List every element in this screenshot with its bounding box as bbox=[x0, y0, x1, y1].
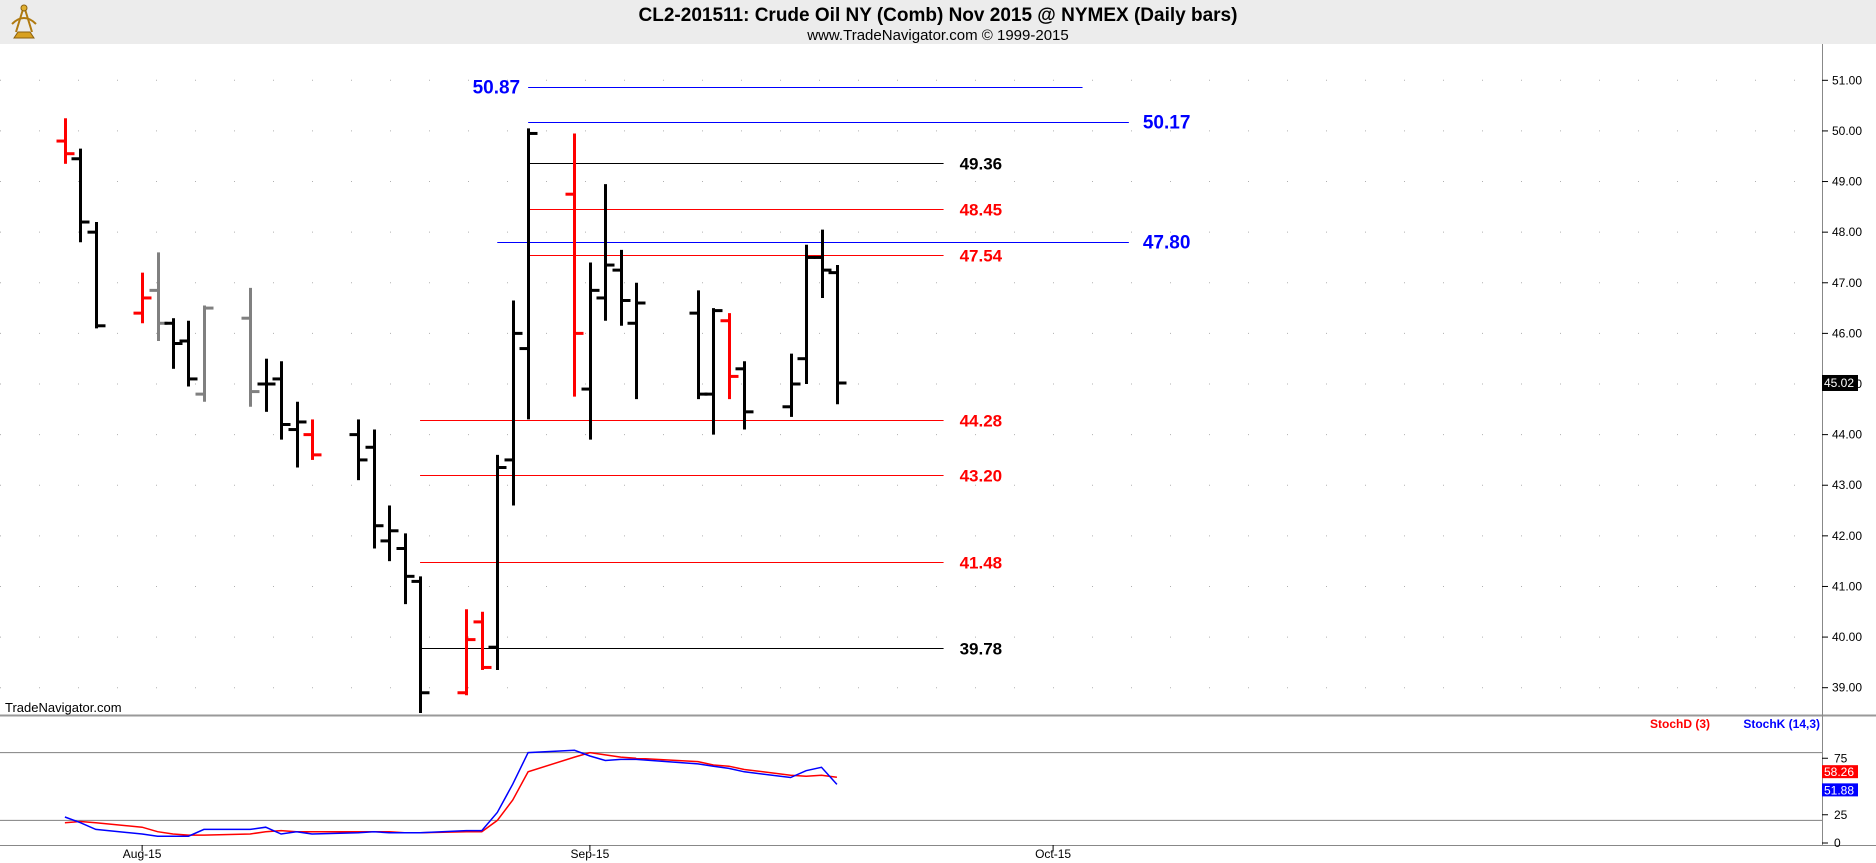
ohlc-bar bbox=[565, 133, 584, 397]
level-label-41.48: 41.48 bbox=[960, 554, 1003, 573]
ohlc-bar bbox=[782, 353, 801, 417]
ohlc-bar bbox=[488, 454, 507, 670]
level-label-47.54: 47.54 bbox=[960, 247, 1003, 266]
level-label-50.87: 50.87 bbox=[473, 78, 521, 99]
ohlc-bar bbox=[396, 533, 415, 605]
ohlc-bar bbox=[473, 611, 492, 670]
stoch-d-value-box bbox=[1822, 765, 1858, 779]
y-tick-label: 42.00 bbox=[1832, 529, 1862, 543]
y-tick-label: 40.00 bbox=[1832, 630, 1862, 644]
ohlc-bar bbox=[56, 118, 75, 164]
ohlc-bar bbox=[164, 318, 183, 369]
ohlc-bar bbox=[828, 265, 847, 405]
ohlc-bar bbox=[241, 287, 260, 407]
ohlc-bar bbox=[179, 320, 198, 387]
level-label-49.36: 49.36 bbox=[960, 155, 1003, 174]
y-tick-label: 44.00 bbox=[1832, 428, 1862, 442]
stoch-series-line bbox=[64, 751, 837, 836]
ohlc-bar bbox=[195, 305, 214, 402]
y-tick-label: 47.00 bbox=[1832, 276, 1862, 290]
stoch-tick-label: 0 bbox=[1834, 836, 1841, 850]
ohlc-bar bbox=[87, 222, 106, 329]
ohlc-bar bbox=[257, 358, 276, 412]
level-label-50.17: 50.17 bbox=[1143, 113, 1191, 134]
price-axis: 39.0040.0041.0042.0043.0044.0045.0046.00… bbox=[1822, 73, 1862, 695]
chart-subtitle: www.TradeNavigator.com © 1999-2015 bbox=[806, 27, 1068, 44]
stoch-tick-label: 25 bbox=[1834, 808, 1848, 822]
ohlc-bar bbox=[704, 308, 723, 435]
ohlc-bar bbox=[365, 429, 384, 549]
ohlc-bar bbox=[581, 262, 600, 440]
ohlc-bar bbox=[380, 505, 399, 562]
ohlc-bar bbox=[519, 128, 538, 420]
stoch-d-value: 58.26 bbox=[1824, 765, 1854, 779]
ohlc-bar bbox=[612, 249, 631, 326]
y-tick-label: 41.00 bbox=[1832, 579, 1862, 593]
x-tick-label: Oct-15 bbox=[1035, 847, 1071, 861]
x-axis: Aug-15 Sep-15 Oct-15 bbox=[123, 845, 1071, 861]
y-tick-label: 48.00 bbox=[1832, 225, 1862, 239]
ohlc-bar bbox=[71, 148, 90, 243]
level-label-44.28: 44.28 bbox=[960, 412, 1003, 431]
x-tick-label: Sep-15 bbox=[571, 847, 610, 861]
ohlc-bar bbox=[133, 272, 152, 324]
ohlc-bar bbox=[349, 419, 368, 481]
last-price-label: 45.02 bbox=[1824, 376, 1854, 390]
stoch-series-line bbox=[64, 749, 838, 837]
y-tick-label: 43.00 bbox=[1832, 478, 1862, 492]
ohlc-bar bbox=[813, 229, 832, 298]
sextant-logo-icon bbox=[11, 4, 37, 39]
ohlc-bar bbox=[504, 300, 523, 506]
legend-stoch-d: StochD (3) bbox=[1650, 717, 1710, 731]
stochastic-lines bbox=[64, 749, 838, 837]
level-label-39.78: 39.78 bbox=[960, 640, 1003, 659]
ohlc-bar bbox=[627, 282, 646, 400]
stochastic-reference-lines bbox=[0, 752, 1822, 821]
ohlc-bar bbox=[457, 609, 476, 696]
ohlc-bar bbox=[411, 576, 430, 713]
last-price-box bbox=[1822, 374, 1858, 391]
price-bars bbox=[56, 118, 847, 713]
ohlc-bar bbox=[288, 401, 307, 468]
header-band bbox=[0, 0, 1876, 44]
stoch-tick-label: 75 bbox=[1834, 751, 1848, 765]
level-label-47.80: 47.80 bbox=[1143, 233, 1191, 254]
ohlc-bar bbox=[720, 313, 739, 400]
price-levels: 50.87 50.17 49.36 48.45 47.80 47.54 44.28 43.20… bbox=[420, 78, 1190, 659]
chart-title: CL2-201511: Crude Oil NY (Comb) Nov 2015… bbox=[639, 5, 1238, 26]
ohlc-bar bbox=[272, 361, 291, 440]
legend-stoch-k: StochK (14,3) bbox=[1743, 717, 1820, 731]
y-tick-label: 46.00 bbox=[1832, 326, 1862, 340]
y-tick-label: 50.00 bbox=[1832, 124, 1862, 138]
ohlc-bar bbox=[735, 361, 754, 430]
level-label-48.45: 48.45 bbox=[960, 201, 1003, 220]
y-tick-label: 51.00 bbox=[1832, 73, 1862, 87]
stoch-k-value-box bbox=[1822, 783, 1858, 797]
stochastic-panel: 0 25 75 51.88 58.26 StochD (3) StochK (14,3) bbox=[0, 717, 1858, 850]
y-tick-label: 39.00 bbox=[1832, 681, 1862, 695]
watermark-text: TradeNavigator.com bbox=[5, 700, 122, 715]
ohlc-bar bbox=[596, 184, 615, 321]
stochastic-axis: 0 25 75 51.88 58.26 bbox=[1822, 751, 1858, 850]
stoch-k-value: 51.88 bbox=[1824, 783, 1854, 797]
price-panel: 50.87 50.17 49.36 48.45 47.80 47.54 44.28 43.20… bbox=[0, 44, 1822, 715]
level-label-43.20: 43.20 bbox=[960, 467, 1003, 486]
ohlc-bar bbox=[303, 419, 322, 460]
x-tick-label: Aug-15 bbox=[123, 847, 162, 861]
y-tick-label: 49.00 bbox=[1832, 175, 1862, 189]
